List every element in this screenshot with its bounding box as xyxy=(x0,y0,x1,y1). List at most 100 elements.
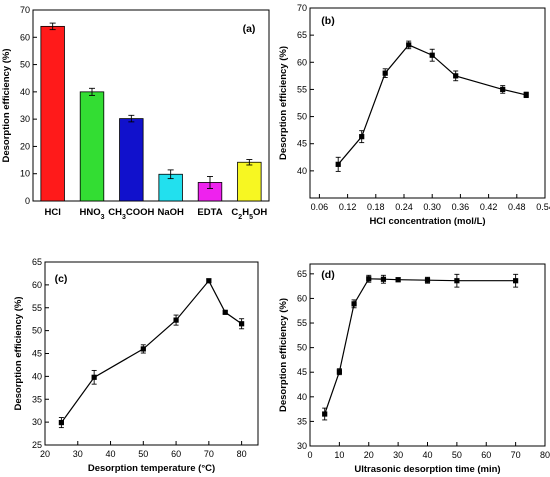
y-tick-label: 70 xyxy=(297,3,307,13)
panel-b-chart: 40 45 50 55 60 65 70 Desorption efficiency (%) 0… xyxy=(278,3,550,227)
y-tick-label: 60 xyxy=(297,293,307,303)
plot-frame xyxy=(32,9,270,202)
data-point xyxy=(382,70,388,76)
y-tick-label: 60 xyxy=(297,57,307,67)
x-tick-label: 80 xyxy=(237,449,247,459)
category-label: C2H5OH xyxy=(231,207,267,221)
x-tick-label: 40 xyxy=(422,450,432,460)
x-tick-label: 70 xyxy=(511,450,521,460)
data-point xyxy=(429,52,435,58)
data-point xyxy=(359,134,365,140)
y-tick-label: 45 xyxy=(297,367,307,377)
panel-c-chart: 25 30 35 40 45 50 55 60 65 Desorption efficiency … xyxy=(13,257,259,474)
y-tick-label: 40 xyxy=(297,166,307,176)
category-label: EDTA xyxy=(197,207,222,218)
panel-a-chart: 0 10 20 30 40 50 60 70 Desorption efficiency (%)… xyxy=(1,5,270,221)
y-axis-label: Desorption efficiency (%) xyxy=(278,298,289,412)
data-point xyxy=(173,317,179,323)
x-tick-label: 20 xyxy=(40,449,50,459)
x-tick-label: 50 xyxy=(138,449,148,459)
x-tick-label: 30 xyxy=(393,450,403,460)
x-tick-label: 60 xyxy=(171,449,181,459)
data-point xyxy=(351,301,357,307)
data-point xyxy=(366,276,372,282)
y-tick-label: 55 xyxy=(32,303,42,313)
y-tick-label: 30 xyxy=(297,441,307,451)
data-point xyxy=(322,411,328,417)
x-tick-label: 20 xyxy=(364,450,374,460)
y-tick-label: 35 xyxy=(297,416,307,426)
data-line xyxy=(337,44,527,165)
category-label: HNO3 xyxy=(79,207,104,221)
y-tick-label: 60 xyxy=(32,280,42,290)
y-tick-label: 35 xyxy=(32,394,42,404)
data-point xyxy=(222,309,228,315)
y-tick-label: 50 xyxy=(32,326,42,336)
y-tick-label: 55 xyxy=(297,84,307,94)
x-tick-label: 70 xyxy=(204,449,214,459)
y-tick-label: 30 xyxy=(20,114,30,124)
y-tick-label: 20 xyxy=(20,141,30,151)
data-point xyxy=(91,374,97,380)
panel-label: (b) xyxy=(321,15,334,27)
data-point xyxy=(406,42,412,48)
x-tick-label: 0.30 xyxy=(423,202,441,212)
x-tick-label: 0.18 xyxy=(367,202,385,212)
category-label: HCl xyxy=(44,207,60,218)
x-tick-label: 10 xyxy=(334,450,344,460)
data-line xyxy=(60,279,242,423)
y-tick-label: 50 xyxy=(20,60,30,70)
y-tick-label: 40 xyxy=(32,371,42,381)
y-tick-label: 50 xyxy=(297,343,307,353)
y-tick-label: 0 xyxy=(25,196,30,206)
x-tick-label: 50 xyxy=(452,450,462,460)
x-tick-label: 0.24 xyxy=(395,202,413,212)
x-tick-label: 0.12 xyxy=(339,202,357,212)
panel-label: (c) xyxy=(55,273,68,285)
y-tick-label: 70 xyxy=(20,5,30,15)
y-tick-label: 45 xyxy=(297,139,307,149)
y-tick-label: 55 xyxy=(297,318,307,328)
panel-label: (d) xyxy=(321,269,334,281)
bar xyxy=(40,25,65,202)
category-label: NaOH xyxy=(157,207,184,218)
data-point xyxy=(380,276,387,282)
y-axis-label: Desorption efficiency (%) xyxy=(278,46,289,160)
data-point xyxy=(336,369,342,375)
data-point xyxy=(140,346,146,352)
data-point xyxy=(523,92,529,98)
data-point xyxy=(454,278,460,284)
y-axis-label: Desorption efficiency (%) xyxy=(1,48,12,162)
data-point xyxy=(513,278,519,284)
x-tick-label: 0.06 xyxy=(311,202,329,212)
plot-frame xyxy=(309,263,546,447)
y-tick-label: 40 xyxy=(20,87,30,97)
y-axis-label: Desorption efficiency (%) xyxy=(13,296,24,410)
y-tick-label: 45 xyxy=(32,349,42,359)
x-axis-label: Desorption temperature (°C) xyxy=(88,463,215,474)
plot-frame xyxy=(44,261,259,446)
x-tick-label: 60 xyxy=(481,450,491,460)
y-tick-label: 60 xyxy=(20,32,30,42)
y-tick-label: 65 xyxy=(297,269,307,279)
data-point xyxy=(206,278,212,284)
panel-d-chart: 30 35 40 45 50 55 60 65 Desorption efficiency (%… xyxy=(278,263,550,475)
data-point xyxy=(239,321,245,327)
x-tick-label: 0 xyxy=(307,450,312,460)
y-tick-label: 25 xyxy=(32,440,42,450)
y-tick-label: 30 xyxy=(32,417,42,427)
x-tick-label: 30 xyxy=(73,449,83,459)
y-tick-label: 50 xyxy=(297,112,307,122)
bar xyxy=(79,91,105,202)
data-point xyxy=(335,161,341,167)
data-point xyxy=(500,86,506,93)
data-point xyxy=(424,277,431,283)
panel-label: (a) xyxy=(243,23,256,35)
x-tick-label: 80 xyxy=(540,450,550,460)
bar xyxy=(119,118,144,202)
x-tick-label: 0.36 xyxy=(452,202,470,212)
bar xyxy=(237,161,262,202)
y-tick-label: 65 xyxy=(297,30,307,40)
x-tick-label: 0.42 xyxy=(480,202,498,212)
